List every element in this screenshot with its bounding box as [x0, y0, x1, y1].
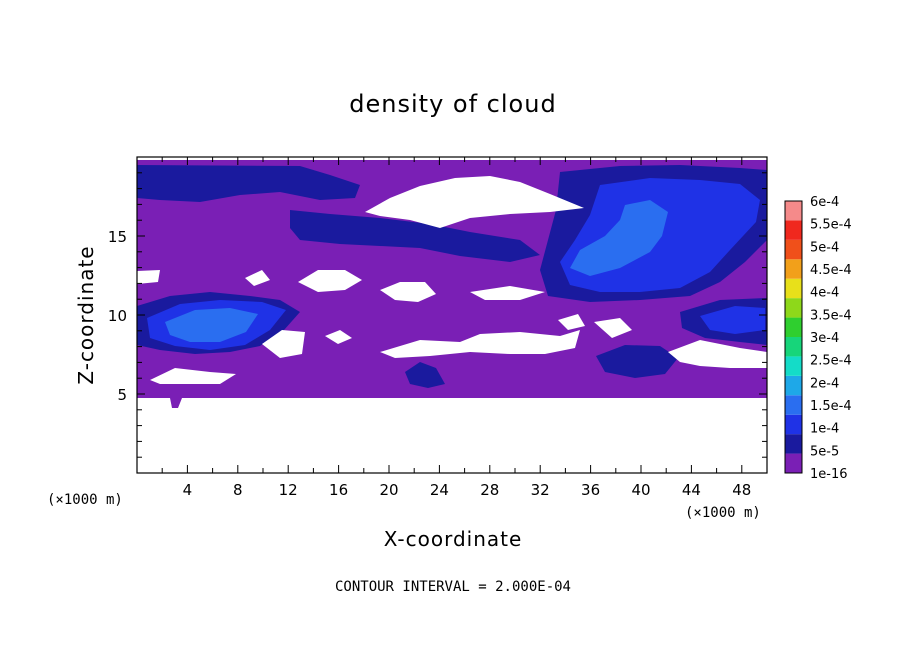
x-tick-label: 44 [682, 481, 701, 499]
colorbar-label: 4e-4 [810, 286, 839, 301]
colorbar-frame [784, 200, 803, 474]
blue-plume-right-inner [570, 200, 668, 276]
x-tick-label: 12 [279, 481, 298, 499]
colorbar-label: 2e-4 [810, 376, 839, 391]
x-tick-label: 8 [233, 481, 243, 499]
x-axis-unit-right: (×1000 m) [685, 505, 761, 521]
dark-blue-cell-lower [596, 345, 678, 378]
clear-gap-lower-5 [150, 368, 236, 384]
colorbar-label: 4.5e-4 [810, 263, 852, 278]
clear-air-below [137, 398, 767, 473]
colorbar-swatch [785, 259, 802, 279]
clear-gap-lower-3 [594, 318, 632, 338]
colorbar-swatch [785, 395, 802, 415]
colorbar-swatch [785, 414, 802, 435]
contour-interval-label: CONTOUR INTERVAL = 2.000E-04 [335, 579, 571, 595]
colorbar-swatch [785, 220, 802, 240]
clear-gap-top [365, 176, 584, 228]
colorbar-label: 1e-16 [810, 467, 848, 482]
clear-gap-mid-5 [325, 330, 352, 344]
colorbar-swatch [785, 298, 802, 318]
colorbar-swatch [785, 239, 802, 260]
colorbar-swatch [785, 317, 802, 337]
clear-gap-mid-3 [470, 286, 545, 300]
y-tick-label: 10 [108, 307, 127, 325]
y-tick-label: 5 [117, 386, 127, 404]
clear-gap-mid-4 [558, 314, 585, 330]
clear-gap-lower-6 [245, 270, 270, 286]
clear-gap-mid-2 [380, 282, 436, 302]
x-axis-ticks: 4 8 12 16 20 24 28 32 36 40 44 48 [161, 157, 751, 499]
chart-title: density of cloud [349, 90, 556, 118]
blue-cell-right [700, 306, 765, 334]
colorbar-label: 5e-4 [810, 240, 839, 255]
clear-gap-left [137, 270, 160, 284]
colorbar-swatch [785, 337, 802, 357]
cloud-density-field [137, 160, 767, 473]
clear-gap-lower-1 [262, 330, 305, 358]
colorbar-label: 2.5e-4 [810, 354, 852, 369]
colorbar-label: 1e-4 [810, 422, 839, 437]
colorbar-label: 5.5e-4 [810, 218, 852, 233]
y-axis-ticks: 5 10 15 [108, 172, 767, 458]
colorbar-label: 3e-4 [810, 331, 839, 346]
colorbar-swatch [785, 278, 802, 299]
colorbar-label: 5e-5 [810, 444, 839, 459]
x-tick-label: 20 [379, 481, 398, 499]
colorbar-swatch [785, 434, 802, 454]
dark-blue-band-mid [290, 210, 540, 262]
x-axis-label: X-coordinate [384, 527, 523, 551]
dark-blue-band-top [137, 165, 360, 202]
clear-gap-mid-1 [298, 270, 362, 292]
clear-gap-lower-4 [668, 340, 767, 368]
colorbar: 1e-16 5e-5 1e-4 1.5e-4 2e-4 2.5e-4 3e-4 3.5e-4 4… [784, 195, 852, 482]
cloud-base-speck [170, 398, 182, 408]
x-tick-label: 40 [631, 481, 650, 499]
colorbar-swatch [785, 375, 802, 396]
y-axis-label: Z-coordinate [74, 245, 98, 384]
clear-gap-lower-2 [380, 330, 580, 358]
blue-plume-left-inner [165, 308, 258, 342]
colorbar-swatch [785, 201, 802, 221]
x-tick-label: 28 [480, 481, 499, 499]
colorbar-label: 3.5e-4 [810, 308, 852, 323]
x-axis-unit-left: (×1000 m) [47, 492, 123, 508]
colorbar-swatch [785, 356, 802, 376]
x-tick-label: 32 [531, 481, 550, 499]
x-tick-label: 16 [329, 481, 348, 499]
x-tick-label: 24 [430, 481, 449, 499]
dark-blue-cell-small [405, 362, 445, 388]
colorbar-label: 1.5e-4 [810, 399, 852, 414]
x-tick-label: 48 [732, 481, 751, 499]
y-tick-label: 15 [108, 228, 127, 246]
x-tick-label: 36 [581, 481, 600, 499]
colorbar-swatch [785, 453, 802, 473]
x-tick-label: 4 [183, 481, 193, 499]
colorbar-label: 6e-4 [810, 195, 839, 210]
